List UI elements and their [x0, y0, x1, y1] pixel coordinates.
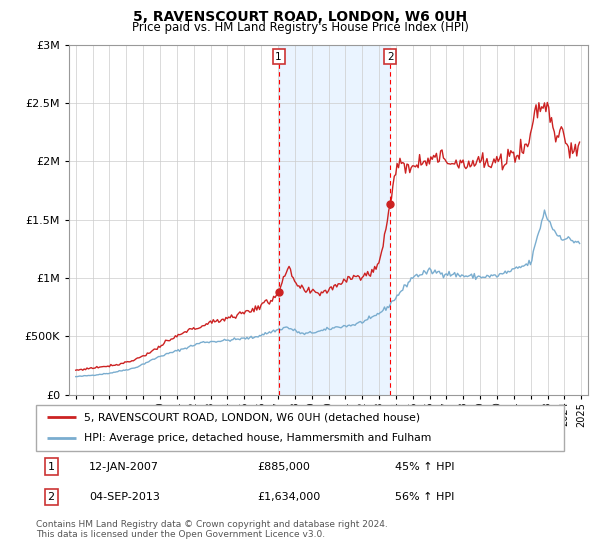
- Text: 5, RAVENSCOURT ROAD, LONDON, W6 0UH (detached house): 5, RAVENSCOURT ROAD, LONDON, W6 0UH (det…: [83, 412, 419, 422]
- Text: HPI: Average price, detached house, Hammersmith and Fulham: HPI: Average price, detached house, Hamm…: [83, 433, 431, 444]
- Text: 1: 1: [47, 461, 55, 472]
- Text: Price paid vs. HM Land Registry's House Price Index (HPI): Price paid vs. HM Land Registry's House …: [131, 21, 469, 34]
- Bar: [278, 45, 391, 395]
- Text: 2: 2: [47, 492, 55, 502]
- Text: 04-SEP-2013: 04-SEP-2013: [89, 492, 160, 502]
- Point: [274, 287, 283, 296]
- Text: 56% ↑ HPI: 56% ↑ HPI: [395, 492, 454, 502]
- Text: £1,634,000: £1,634,000: [258, 492, 321, 502]
- Text: 5, RAVENSCOURT ROAD, LONDON, W6 0UH: 5, RAVENSCOURT ROAD, LONDON, W6 0UH: [133, 10, 467, 24]
- Text: 2: 2: [387, 52, 394, 62]
- Text: 1: 1: [275, 52, 282, 62]
- Text: Contains HM Land Registry data © Crown copyright and database right 2024.
This d: Contains HM Land Registry data © Crown c…: [36, 520, 388, 539]
- Text: 12-JAN-2007: 12-JAN-2007: [89, 461, 159, 472]
- Text: £885,000: £885,000: [258, 461, 311, 472]
- Text: 45% ↑ HPI: 45% ↑ HPI: [395, 461, 455, 472]
- FancyBboxPatch shape: [36, 405, 564, 451]
- Point: [386, 200, 395, 209]
